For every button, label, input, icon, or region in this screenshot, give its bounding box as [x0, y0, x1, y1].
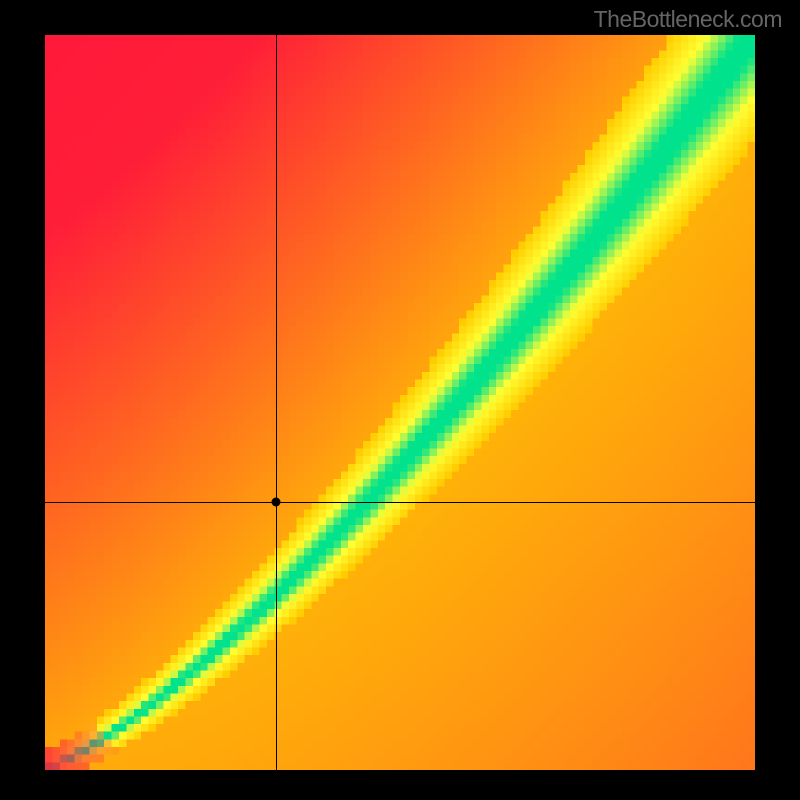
heatmap-canvas [45, 35, 755, 770]
crosshair-horizontal [45, 502, 755, 503]
attribution-watermark: TheBottleneck.com [594, 6, 782, 33]
crosshair-vertical [276, 35, 277, 770]
marker-point [272, 498, 281, 507]
chart-container: TheBottleneck.com [0, 0, 800, 800]
